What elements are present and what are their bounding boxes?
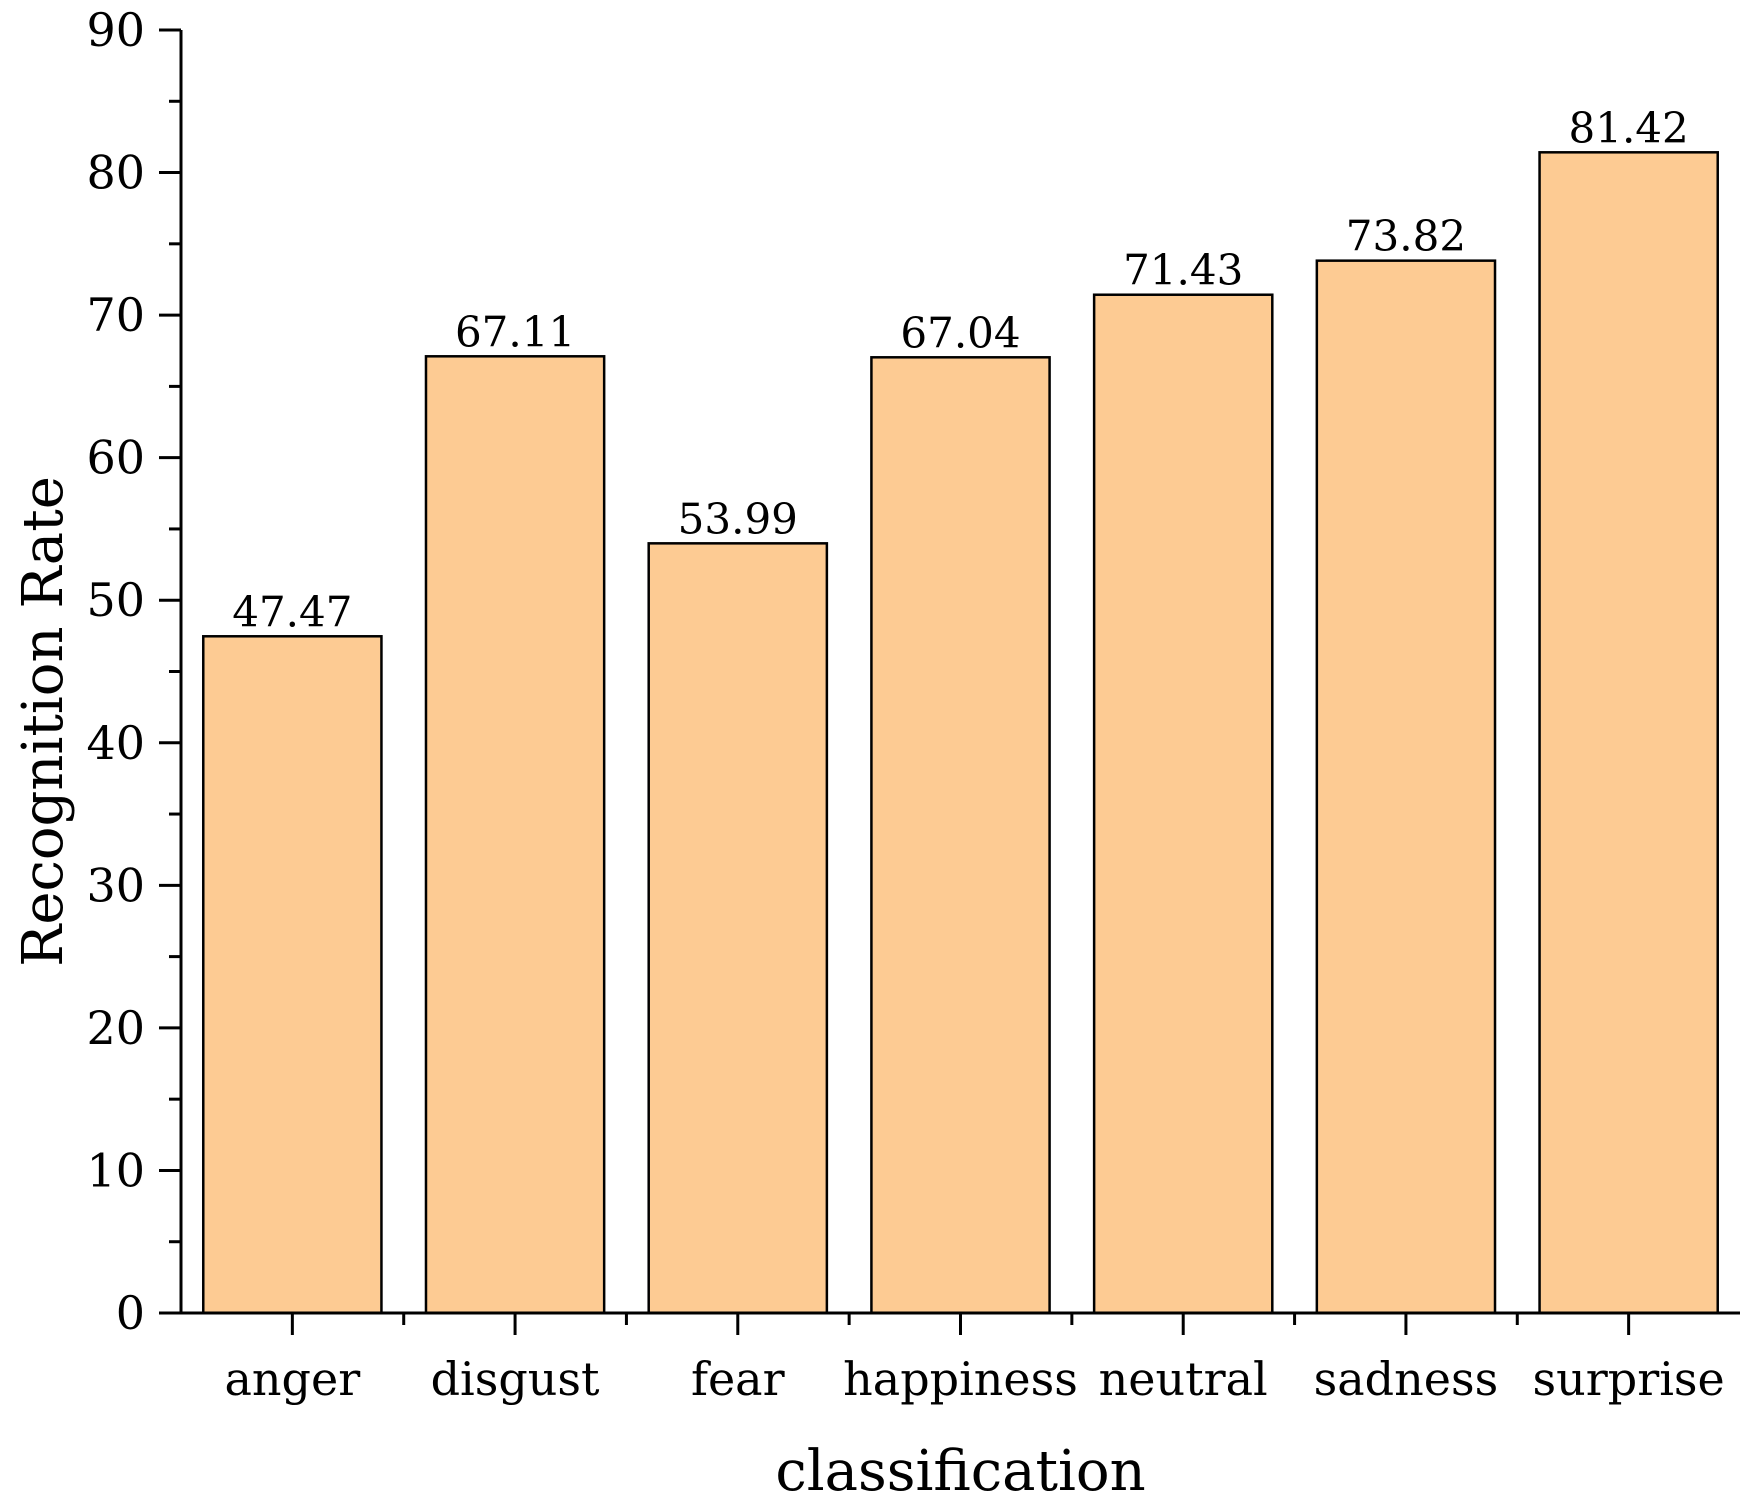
y-tick-label-20: 20 xyxy=(86,1001,145,1055)
bar-surprise xyxy=(1538,151,1719,1315)
data-label-happiness: 67.04 xyxy=(900,308,1020,357)
bar-neutral xyxy=(1092,293,1274,1315)
x-tick-label-disgust: disgust xyxy=(431,1352,600,1406)
x-tick-label-neutral: neutral xyxy=(1099,1352,1268,1406)
bar-sadness xyxy=(1315,259,1497,1315)
y-tick-label-10: 10 xyxy=(86,1143,145,1197)
y-tick-label-50: 50 xyxy=(86,573,145,627)
data-label-sadness: 73.82 xyxy=(1346,212,1466,261)
bar-disgust xyxy=(424,355,606,1315)
y-axis-title: Recognition Rate xyxy=(11,476,76,967)
bar-happiness xyxy=(870,356,1051,1315)
y-tick-label-60: 60 xyxy=(86,431,145,485)
x-tick-label-sadness: sadness xyxy=(1314,1352,1499,1406)
x-tick-label-surprise: surprise xyxy=(1533,1352,1725,1406)
y-tick-label-0: 0 xyxy=(116,1286,145,1340)
axes-layer: anger disgust fear happiness neutral sadness s… xyxy=(86,3,1740,1406)
x-axis-title: classification xyxy=(775,1439,1145,1504)
data-labels-layer: 47.47 67.11 53.99 67.04 71.43 73.82 81.42 xyxy=(232,103,1689,636)
y-tick-label-40: 40 xyxy=(86,716,145,770)
x-tick-label-anger: anger xyxy=(224,1352,360,1406)
data-label-surprise: 81.42 xyxy=(1569,103,1689,152)
y-tick-label-90: 90 xyxy=(86,3,145,57)
y-tick-label-30: 30 xyxy=(86,858,145,912)
bar-anger xyxy=(202,635,383,1315)
data-label-fear: 53.99 xyxy=(678,494,798,543)
y-tick-label-70: 70 xyxy=(86,288,145,342)
data-label-anger: 47.47 xyxy=(232,587,352,636)
x-tick-label-happiness: happiness xyxy=(843,1352,1078,1406)
y-tick-label-80: 80 xyxy=(86,146,145,200)
bar-fear xyxy=(647,542,829,1315)
data-label-disgust: 67.11 xyxy=(455,307,575,356)
x-tick-label-fear: fear xyxy=(691,1352,785,1406)
bars-layer xyxy=(202,151,1719,1315)
data-label-neutral: 71.43 xyxy=(1123,246,1243,295)
